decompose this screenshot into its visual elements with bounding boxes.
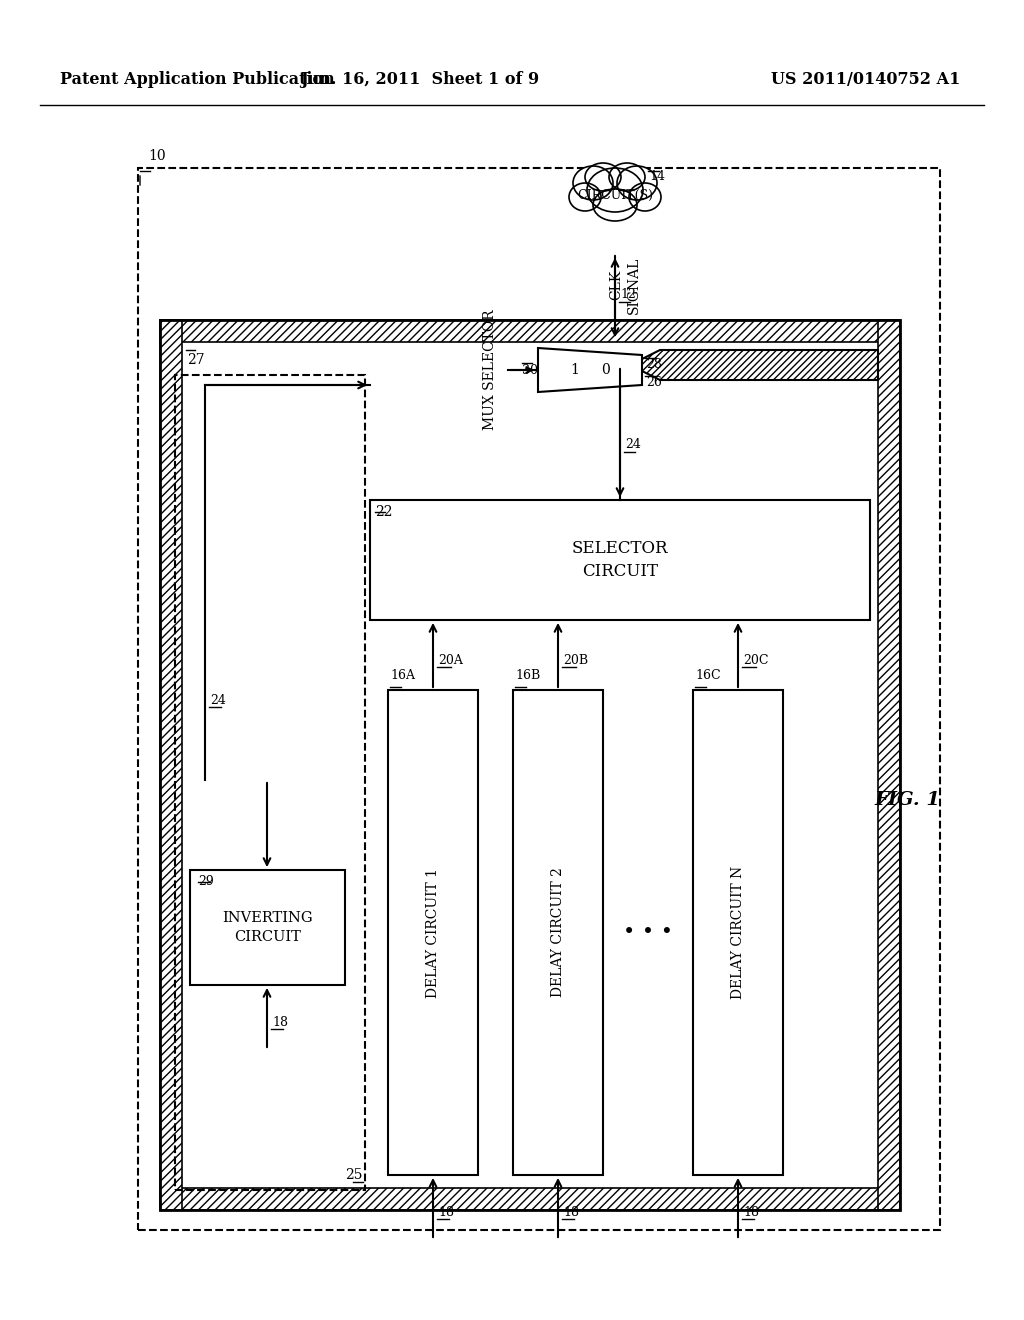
Text: 20C: 20C xyxy=(743,653,768,667)
Text: 1: 1 xyxy=(570,363,580,378)
Text: 26: 26 xyxy=(646,375,662,388)
Text: 14: 14 xyxy=(649,170,665,183)
Text: 16A: 16A xyxy=(390,669,415,682)
Text: 12: 12 xyxy=(620,289,636,301)
Text: CIRCUIT(S): CIRCUIT(S) xyxy=(577,189,653,202)
Bar xyxy=(160,319,900,1210)
Text: FIG. 1: FIG. 1 xyxy=(874,791,940,809)
Text: SELECTOR
CIRCUIT: SELECTOR CIRCUIT xyxy=(571,540,669,581)
Text: 20B: 20B xyxy=(563,653,588,667)
Ellipse shape xyxy=(629,183,662,211)
Bar xyxy=(878,319,900,1210)
Text: 22: 22 xyxy=(375,506,392,519)
Bar xyxy=(693,690,783,1175)
Ellipse shape xyxy=(587,168,643,213)
Text: DELAY CIRCUIT 2: DELAY CIRCUIT 2 xyxy=(551,867,565,998)
Bar xyxy=(190,870,345,985)
Text: CLK
SIGNAL: CLK SIGNAL xyxy=(609,256,641,314)
Bar xyxy=(175,375,365,1191)
Text: 28: 28 xyxy=(646,358,662,371)
Text: Jun. 16, 2011  Sheet 1 of 9: Jun. 16, 2011 Sheet 1 of 9 xyxy=(300,71,540,88)
Text: INVERTING
CIRCUIT: INVERTING CIRCUIT xyxy=(222,911,312,944)
Text: 29: 29 xyxy=(198,875,214,888)
Ellipse shape xyxy=(593,189,637,220)
Text: US 2011/0140752 A1: US 2011/0140752 A1 xyxy=(771,71,961,88)
Text: • • •: • • • xyxy=(623,923,673,942)
Ellipse shape xyxy=(617,166,657,201)
Ellipse shape xyxy=(569,183,601,211)
Text: 24: 24 xyxy=(210,693,226,706)
Text: 30: 30 xyxy=(522,363,538,376)
Text: 25: 25 xyxy=(345,1168,362,1181)
Text: 16C: 16C xyxy=(695,669,721,682)
Text: 18: 18 xyxy=(563,1206,579,1220)
Text: 18: 18 xyxy=(272,1016,288,1030)
Text: 0: 0 xyxy=(601,363,609,378)
Text: 10: 10 xyxy=(148,149,166,162)
Text: DELAY CIRCUIT N: DELAY CIRCUIT N xyxy=(731,866,745,999)
Polygon shape xyxy=(630,350,878,380)
Text: 18: 18 xyxy=(438,1206,454,1220)
Bar xyxy=(388,690,478,1175)
Bar xyxy=(513,690,603,1175)
Ellipse shape xyxy=(573,166,613,201)
Ellipse shape xyxy=(609,162,645,191)
Bar xyxy=(160,1188,900,1210)
Text: DELAY CIRCUIT 1: DELAY CIRCUIT 1 xyxy=(426,867,440,998)
Bar xyxy=(370,500,870,620)
Text: 27: 27 xyxy=(187,352,205,367)
Bar xyxy=(160,319,900,342)
Text: Patent Application Publication: Patent Application Publication xyxy=(60,71,335,88)
Text: MUX SELECTOR: MUX SELECTOR xyxy=(483,310,497,430)
Text: 18: 18 xyxy=(743,1206,759,1220)
Text: 16B: 16B xyxy=(515,669,541,682)
Ellipse shape xyxy=(585,162,621,191)
Bar xyxy=(138,168,940,1230)
Bar xyxy=(160,319,182,1210)
Text: 20A: 20A xyxy=(438,653,463,667)
Polygon shape xyxy=(538,348,642,392)
Text: 24: 24 xyxy=(625,438,641,451)
